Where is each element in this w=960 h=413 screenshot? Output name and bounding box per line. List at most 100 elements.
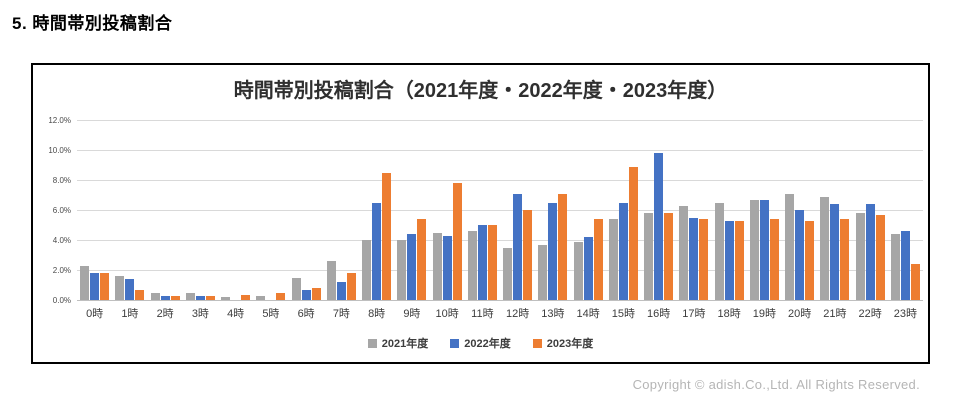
bar-2023年度-23時 xyxy=(910,264,920,300)
gridline xyxy=(77,150,923,151)
bar-2021年度-22時 xyxy=(855,213,865,300)
copyright-text: Copyright © adish.Co.,Ltd. All Rights Re… xyxy=(632,377,920,392)
bar-group-12時 xyxy=(500,120,535,300)
bar-2023年度-7時 xyxy=(346,273,356,300)
x-axis-label: 1時 xyxy=(121,308,139,320)
gridline xyxy=(77,120,923,121)
x-axis-label: 5時 xyxy=(262,308,280,320)
plot-area: 0.0% 2.0% 4.0% 6.0% 8.0% 10.0% 12.0% xyxy=(48,116,923,305)
bar-2023年度-22時 xyxy=(875,214,885,300)
bar-2023年度-14時 xyxy=(593,219,603,300)
x-axis-label: 21時 xyxy=(823,308,847,320)
bar-2021年度-21時 xyxy=(820,196,830,300)
bar-group-20時 xyxy=(782,120,817,300)
bar-2022年度-16時 xyxy=(654,153,664,300)
x-axis-label: 13時 xyxy=(541,308,565,320)
gridline xyxy=(77,240,923,241)
bar-2021年度-2時 xyxy=(150,292,160,300)
bar-2021年度-4時 xyxy=(221,297,231,300)
section-title: 5. 時間帯別投稿割合 xyxy=(12,14,173,33)
x-axis-label: 22時 xyxy=(858,308,882,320)
bar-group-15時 xyxy=(606,120,641,300)
bar-group-11時 xyxy=(465,120,500,300)
bar-2021年度-8時 xyxy=(362,240,372,300)
bar-2023年度-13時 xyxy=(558,193,568,300)
bar-2022年度-17時 xyxy=(689,217,699,300)
legend-swatch-icon xyxy=(450,338,460,348)
bar-2022年度-0時 xyxy=(90,273,100,300)
bar-group-17時 xyxy=(676,120,711,300)
legend-swatch-icon xyxy=(367,338,377,348)
bar-2023年度-2時 xyxy=(170,296,180,300)
bar-2023年度-0時 xyxy=(100,273,110,300)
bar-group-23時 xyxy=(888,120,923,300)
bar-2022年度-21時 xyxy=(830,204,840,300)
bar-2021年度-7時 xyxy=(326,261,336,300)
bar-2023年度-6時 xyxy=(311,288,321,300)
bar-2021年度-14時 xyxy=(573,241,583,300)
bar-group-6時 xyxy=(289,120,324,300)
y-axis-tick-label: 10.0% xyxy=(48,145,71,155)
bar-2022年度-7時 xyxy=(336,282,346,300)
y-axis-tick-label: 0.0% xyxy=(52,295,71,305)
x-axis-label: 4時 xyxy=(227,308,245,320)
x-axis-label: 15時 xyxy=(611,308,635,320)
x-axis-label: 14時 xyxy=(576,308,600,320)
bar-2023年度-20時 xyxy=(805,220,815,300)
x-axis-label: 9時 xyxy=(403,308,421,320)
bar-group-8時 xyxy=(359,120,394,300)
x-axis: 0時 1時 2時 3時 4時 5時 6時 7時 8時 9時 10時 11時 12時 13時 14時 15時 16… xyxy=(77,305,923,321)
bar-2023年度-12時 xyxy=(523,210,533,300)
chart-panel: 時間帯別投稿割合（2021年度・2022年度・2023年度） 0.0% 2.0% 4… xyxy=(31,63,930,364)
y-axis-tick-label: 2.0% xyxy=(52,265,71,275)
bar-2021年度-12時 xyxy=(503,247,513,300)
legend-item-2021年度: 2021年度 xyxy=(367,335,428,351)
bar-group-13時 xyxy=(535,120,570,300)
bar-2022年度-6時 xyxy=(301,289,311,300)
y-axis-tick-label: 6.0% xyxy=(52,205,71,215)
x-axis-label: 8時 xyxy=(368,308,386,320)
bar-2023年度-3時 xyxy=(205,295,215,300)
bar-group-21時 xyxy=(817,120,852,300)
x-axis-label: 7時 xyxy=(332,308,350,320)
bar-2022年度-14時 xyxy=(583,237,593,300)
gridline xyxy=(77,210,923,211)
bar-2023年度-1時 xyxy=(135,289,145,300)
x-axis-label: 12時 xyxy=(506,308,530,320)
bar-group-22時 xyxy=(853,120,888,300)
bar-2022年度-15時 xyxy=(618,202,628,300)
bar-2023年度-8時 xyxy=(382,172,392,300)
bar-2021年度-9時 xyxy=(397,240,407,300)
y-axis-tick-label: 4.0% xyxy=(52,235,71,245)
bar-group-10時 xyxy=(430,120,465,300)
bars-row xyxy=(77,120,923,300)
bar-2021年度-1時 xyxy=(115,276,125,300)
bar-2021年度-6時 xyxy=(291,277,301,300)
bar-group-3時 xyxy=(183,120,218,300)
bar-group-1時 xyxy=(112,120,147,300)
bar-2022年度-18時 xyxy=(724,220,734,300)
legend-label: 2022年度 xyxy=(464,338,511,350)
bar-group-19時 xyxy=(747,120,782,300)
bar-2021年度-23時 xyxy=(890,234,900,300)
legend-item-2022年度: 2022年度 xyxy=(450,335,511,351)
gridline xyxy=(77,300,923,301)
bar-2022年度-23時 xyxy=(900,231,910,300)
x-axis-label: 18時 xyxy=(717,308,741,320)
bar-2023年度-19時 xyxy=(769,219,779,300)
bar-2023年度-21時 xyxy=(840,219,850,300)
bar-2022年度-13時 xyxy=(548,202,558,300)
bar-group-9時 xyxy=(394,120,429,300)
bar-2021年度-16時 xyxy=(644,213,654,300)
bar-group-4時 xyxy=(218,120,253,300)
bar-2023年度-16時 xyxy=(664,213,674,300)
legend-swatch-icon xyxy=(532,338,542,348)
bar-group-18時 xyxy=(712,120,747,300)
x-axis-label: 6時 xyxy=(297,308,315,320)
bar-group-16時 xyxy=(641,120,676,300)
bar-2022年度-2時 xyxy=(160,296,170,300)
legend-item-2023年度: 2023年度 xyxy=(532,335,593,351)
x-axis-label: 20時 xyxy=(788,308,812,320)
x-axis-label: 17時 xyxy=(682,308,706,320)
bar-group-14時 xyxy=(571,120,606,300)
